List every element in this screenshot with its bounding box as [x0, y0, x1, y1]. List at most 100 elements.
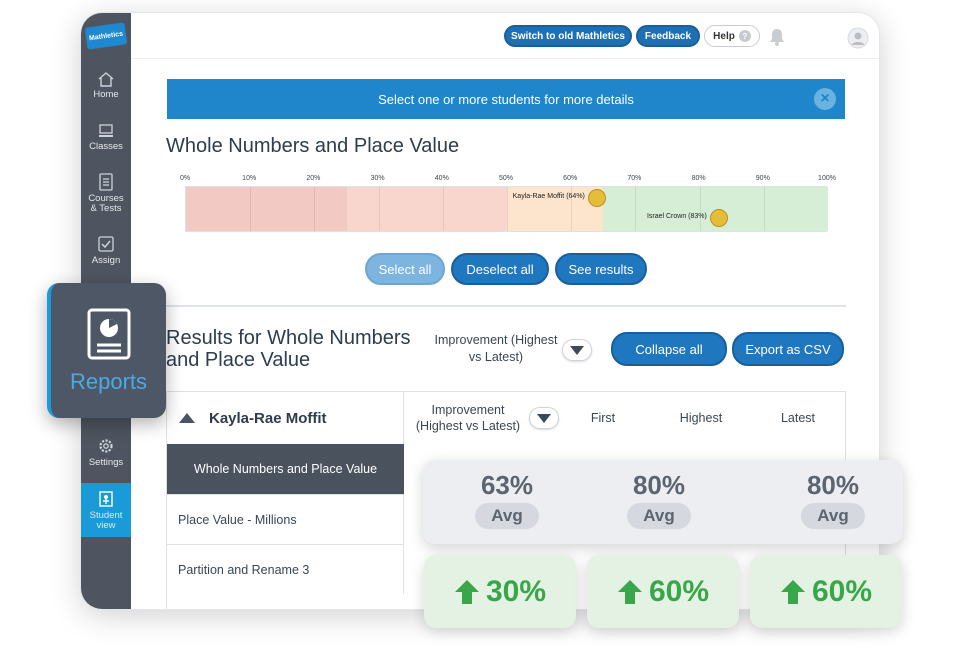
- student-marker-label: Israel Crown (83%): [646, 213, 707, 220]
- band-gridline: [763, 187, 765, 231]
- average-tag: Avg: [627, 503, 691, 529]
- improvement-sort-button[interactable]: [529, 407, 559, 429]
- banner-text: Select one or more students for more det…: [378, 91, 634, 107]
- student-marker[interactable]: [709, 209, 728, 227]
- section-divider: [166, 305, 846, 307]
- selection-banner: Select one or more students for more det…: [167, 79, 845, 119]
- average-tag: Avg: [801, 503, 865, 529]
- table-row[interactable]: Partition and Rename 3: [167, 544, 404, 594]
- column-header-latest: Latest: [780, 411, 816, 425]
- scale-tick-label: 70%: [627, 175, 642, 182]
- student-view-icon: [99, 490, 113, 507]
- avatar-icon[interactable]: [847, 27, 869, 49]
- scale-tick-label: 60%: [563, 175, 578, 182]
- reports-icon: [87, 308, 130, 359]
- scale-tick-label: 50%: [498, 175, 514, 182]
- sidebar-item-label: Courses & Tests: [88, 193, 124, 214]
- chevron-down-icon: [537, 413, 551, 423]
- scale-tick-label: 0%: [179, 175, 191, 182]
- chevron-down-icon: [570, 345, 584, 355]
- column-header-first: First: [590, 411, 616, 425]
- bell-icon[interactable]: [768, 27, 786, 47]
- scale-tick-label: 20%: [306, 175, 321, 182]
- student-marker[interactable]: [587, 189, 606, 207]
- student-name: Kayla-Rae Moffit: [209, 409, 327, 427]
- band-gridline: [314, 187, 316, 231]
- sort-dropdown-button[interactable]: [562, 339, 592, 361]
- band-gridline: [442, 187, 444, 231]
- scale-tick-label: 40%: [434, 175, 449, 182]
- band-gridline: [571, 187, 573, 231]
- select-all-button[interactable]: Select all: [365, 253, 445, 285]
- see-results-button[interactable]: See results: [555, 253, 647, 285]
- reports-nav-card[interactable]: Reports: [47, 283, 166, 418]
- reports-label: Reports: [69, 368, 148, 394]
- scale-tick-label: 30%: [370, 175, 385, 182]
- help-icon: ?: [738, 30, 751, 42]
- percent-scale: 0% 10% 20% 30% 40% 50% 60% 70% 80% 90% 100%: [180, 175, 836, 195]
- help-button[interactable]: Help ?: [704, 25, 760, 47]
- table-row[interactable]: Place Value - Millions: [167, 494, 404, 544]
- export-csv-button[interactable]: Export as CSV: [732, 332, 844, 366]
- home-icon: [98, 72, 114, 87]
- student-toggle[interactable]: Kayla-Rae Moffit: [167, 392, 404, 444]
- sidebar-item-settings[interactable]: Settings: [81, 437, 131, 468]
- switch-old-mathletics-button[interactable]: Switch to old Mathletics: [504, 25, 632, 47]
- sidebar-item-classes[interactable]: Classes: [81, 123, 131, 152]
- sidebar-item-label: Classes: [89, 141, 123, 152]
- sidebar-item-label: Home: [93, 89, 119, 100]
- collapse-all-button[interactable]: Collapse all: [611, 332, 727, 366]
- top-bar: Switch to old Mathletics Feedback Help ?: [131, 13, 879, 59]
- close-icon[interactable]: ×: [814, 88, 836, 110]
- courses-icon: [99, 173, 113, 191]
- scale-tick-label: 10%: [242, 175, 257, 182]
- arrow-up-icon: [780, 579, 805, 604]
- band-gridline: [378, 187, 380, 231]
- band-segment: [346, 187, 507, 231]
- improvement-value: 60%: [648, 574, 710, 608]
- average-value: 80%: [806, 470, 860, 500]
- sidebar-item-label: Settings: [88, 457, 124, 468]
- sidebar-item-home[interactable]: Home: [81, 71, 131, 100]
- column-header-improvement: Improvement (Highest vs Latest): [415, 403, 521, 433]
- improvement-card: 60%: [587, 555, 739, 628]
- scale-tick-label: 100%: [818, 175, 836, 182]
- improvement-card: 60%: [750, 555, 902, 628]
- app-logo[interactable]: Mathletics: [84, 22, 128, 50]
- deselect-all-button[interactable]: Deselect all: [451, 253, 549, 285]
- results-table: Kayla-Rae Moffit Improvement (Highest vs…: [166, 391, 846, 609]
- sidebar-item-courses[interactable]: Courses & Tests: [81, 173, 131, 214]
- improvement-value: 60%: [811, 574, 873, 608]
- arrow-up-icon: [617, 579, 642, 604]
- feedback-button[interactable]: Feedback: [636, 25, 700, 47]
- average-latest: 80% Avg: [773, 470, 893, 529]
- band-gridline: [699, 187, 701, 231]
- help-label: Help: [713, 30, 735, 42]
- average-first: 63% Avg: [447, 470, 567, 529]
- app-window: Mathletics Home Classes Courses & Tests …: [80, 12, 880, 610]
- gear-icon: [99, 439, 113, 453]
- page-title: Whole Numbers and Place Value: [166, 135, 460, 157]
- sort-label: Improvement (Highest vs Latest): [434, 333, 558, 364]
- sidebar-item-label: Assign: [91, 255, 121, 266]
- band-segment: [507, 187, 604, 231]
- sidebar: Mathletics Home Classes Courses & Tests …: [81, 13, 131, 609]
- sidebar-item-label: Student view: [89, 509, 123, 531]
- assign-icon: [98, 236, 114, 252]
- arrow-up-icon: [454, 579, 479, 604]
- column-header-highest: Highest: [679, 411, 723, 425]
- band-gridline: [250, 187, 252, 231]
- band-segment: [186, 187, 347, 231]
- classes-icon: [99, 124, 113, 137]
- collapse-triangle-icon: [179, 413, 195, 423]
- sidebar-item-student-view[interactable]: Student view: [81, 483, 131, 537]
- improvement-value: 30%: [485, 574, 547, 608]
- average-tag: Avg: [475, 503, 539, 529]
- student-marker-label: Kayla-Rae Moffit (64%): [512, 193, 585, 200]
- average-highest: 80% Avg: [599, 470, 719, 529]
- averages-card: 63% Avg 80% Avg 80% Avg: [423, 460, 903, 544]
- topic-group-row[interactable]: Whole Numbers and Place Value: [167, 444, 404, 494]
- sidebar-item-assign[interactable]: Assign: [81, 235, 131, 266]
- scale-tick-label: 90%: [755, 175, 770, 182]
